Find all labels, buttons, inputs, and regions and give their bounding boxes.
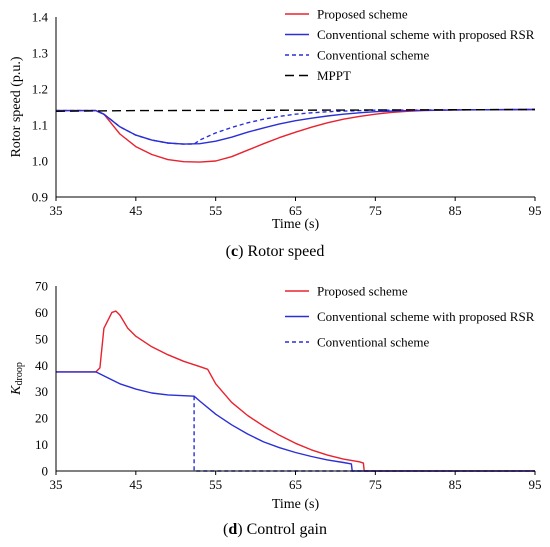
y-tick-label: 40: [35, 358, 48, 373]
y-tick-label: 70: [35, 279, 48, 294]
x-tick-label: 65: [289, 477, 302, 492]
series-line: [56, 371, 535, 472]
x-tick-label: 85: [449, 477, 462, 492]
x-tick-label: 35: [50, 203, 63, 218]
x-tick-label: 85: [449, 203, 462, 218]
x-axis: 35 45 55 65 75 85 95: [50, 470, 542, 492]
legend-label: MPPT: [317, 68, 351, 83]
y-axis-label: Kdroop: [9, 362, 25, 396]
legend: Proposed scheme Conventional scheme with …: [285, 284, 535, 350]
y-tick-label: 1.2: [32, 82, 48, 97]
x-tick-label: 65: [289, 203, 302, 218]
caption-letter: d: [228, 521, 238, 538]
legend-label: Conventional scheme with proposed RSR: [317, 309, 535, 324]
x-axis: 35 45 55 65 75 85 95: [50, 196, 542, 218]
y-tick-label: 30: [35, 384, 48, 399]
series-line: [56, 310, 535, 472]
x-axis-label: Time (s): [272, 217, 320, 232]
series-line: [56, 108, 536, 163]
series-line: [55, 108, 536, 112]
legend-label: Proposed scheme: [317, 284, 408, 299]
x-tick-label: 55: [209, 477, 222, 492]
y-axis-label-main: K: [9, 385, 24, 396]
y-tick-label: 1.3: [32, 46, 48, 61]
caption-control-gain: (d) Control gain: [223, 521, 327, 538]
plot-area: [56, 310, 535, 472]
legend-label: Proposed scheme: [317, 7, 408, 22]
legend-label: Conventional scheme: [317, 335, 430, 350]
caption-text: Rotor speed: [243, 243, 325, 260]
series-line: [56, 108, 536, 145]
x-tick-label: 95: [529, 477, 542, 492]
plot-area: [55, 108, 536, 163]
legend-label: Conventional scheme: [317, 48, 430, 63]
x-tick-label: 75: [369, 477, 382, 492]
x-tick-label: 75: [369, 203, 382, 218]
x-tick-label: 55: [209, 203, 222, 218]
y-tick-label: 0: [42, 464, 49, 479]
y-tick-label: 50: [35, 331, 48, 346]
y-tick-label: 60: [35, 305, 48, 320]
caption-letter: c: [231, 243, 239, 260]
x-tick-label: 45: [129, 203, 142, 218]
caption-rotor-speed: (c) Rotor speed: [225, 243, 325, 260]
y-axis-label: Rotor speed (p.u.): [9, 56, 24, 157]
x-tick-label: 45: [129, 477, 142, 492]
y-tick-label: 1.0: [32, 154, 48, 169]
y-axis-label-subscript: droop: [14, 362, 25, 385]
x-tick-label: 95: [529, 203, 542, 218]
legend: Proposed scheme Conventional scheme with …: [285, 7, 535, 83]
caption-text: Control gain: [242, 521, 327, 538]
y-tick-label: 1.1: [32, 118, 48, 133]
series-line: [193, 396, 535, 472]
y-tick-label: 1.4: [32, 10, 49, 25]
y-tick-label: 0.9: [32, 190, 48, 205]
y-axis: 0.9 1.0 1.1 1.2 1.3 1.4: [32, 10, 57, 205]
y-axis: 0 10 20 30 40 50 60 70: [35, 279, 57, 479]
x-tick-label: 35: [50, 477, 63, 492]
y-tick-label: 20: [35, 411, 48, 426]
rotor-speed-chart: 35 45 55 65 75 85 95 0.9 1.0 1.1 1.2 1.3 1.4 Time (…: [9, 7, 541, 233]
legend-label: Conventional scheme with proposed RSR: [317, 27, 535, 42]
x-axis-label: Time (s): [272, 497, 320, 512]
y-tick-label: 10: [35, 437, 48, 452]
